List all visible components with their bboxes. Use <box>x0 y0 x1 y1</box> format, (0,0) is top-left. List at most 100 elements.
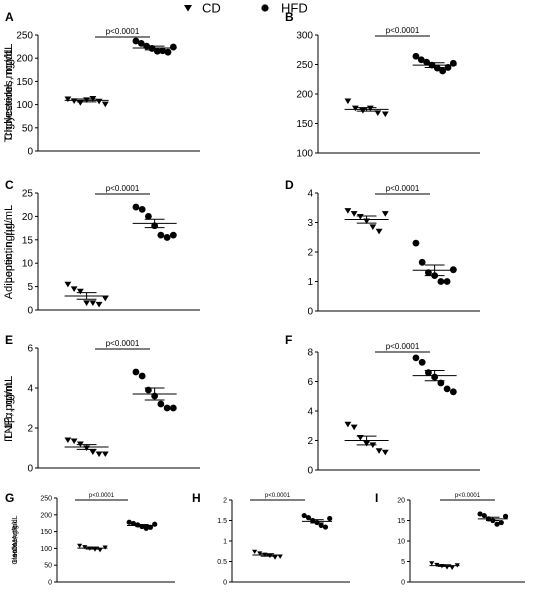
data-point-triangle <box>252 549 258 554</box>
y-tick-label: 0 <box>401 579 405 586</box>
y-tick-label: 0.5 <box>217 559 227 566</box>
data-point-circle <box>418 358 426 366</box>
y-axis-title: Cholesterol, mg/dL <box>3 48 15 140</box>
data-point-circle <box>157 400 165 408</box>
legend-item-hfd: HFD <box>261 1 308 16</box>
group-hfd <box>412 239 457 285</box>
y-tick-label: 250 <box>40 495 52 502</box>
data-point-triangle <box>64 96 72 103</box>
y-axis-title: Leptin, ng/µL <box>3 220 15 284</box>
data-point-circle <box>305 515 312 521</box>
group-cd <box>344 208 389 235</box>
y-tick-label: 1.5 <box>217 518 227 525</box>
panel-label: I <box>375 491 378 505</box>
y-tick-label: 0 <box>27 147 33 158</box>
data-point-circle <box>443 385 451 393</box>
data-point-triangle <box>374 110 382 116</box>
triangle-down-icon <box>184 5 192 12</box>
group-cd <box>64 437 109 458</box>
p-value-annotation: p<0.0001 <box>106 339 140 348</box>
data-point-circle <box>132 368 140 376</box>
y-tick-label: 3 <box>307 218 313 229</box>
data-point-circle <box>169 43 177 51</box>
data-point-triangle <box>89 300 97 307</box>
y-axis-title: Glucose, mg/dL <box>12 515 19 564</box>
data-point-circle <box>157 231 165 239</box>
y-tick-label: 200 <box>296 90 313 101</box>
data-point-triangle <box>89 449 97 456</box>
p-value-annotation: p<0.0001 <box>106 184 140 193</box>
data-point-circle <box>423 58 431 66</box>
data-point-circle <box>163 234 171 241</box>
y-tick-label: 100 <box>296 149 313 160</box>
data-point-triangle <box>95 301 103 308</box>
group-hfd <box>132 368 177 412</box>
group-cd <box>252 549 283 560</box>
data-point-circle <box>164 48 172 56</box>
y-tick-label: 300 <box>296 31 313 42</box>
data-point-circle <box>449 388 457 396</box>
data-point-triangle <box>70 286 78 292</box>
panel-c: C 0 5 10 15 20 25 Leptin, ng/µL p<0.0001 <box>3 178 200 317</box>
y-tick-label: 250 <box>16 31 33 42</box>
p-value-annotation: p<0.0001 <box>89 493 115 499</box>
data-point-triangle <box>83 300 90 307</box>
p-value-annotation: p<0.0001 <box>106 27 140 36</box>
data-point-circle <box>132 37 140 45</box>
data-point-circle <box>498 519 504 526</box>
p-value-annotation: p<0.0001 <box>386 184 420 193</box>
y-tick-label: 200 <box>40 512 52 519</box>
data-point-circle <box>138 372 146 380</box>
y-axis-title: Adiponectin, µg/mL <box>3 205 15 299</box>
y-tick-label: 1 <box>223 538 227 545</box>
y-tick-label: 200 <box>16 54 33 65</box>
y-tick-label: 50 <box>22 123 34 134</box>
data-point-circle <box>494 521 500 527</box>
data-point-triangle <box>350 424 358 431</box>
panel-label: C <box>5 178 14 192</box>
y-tick-label: 150 <box>296 119 313 130</box>
data-point-triangle <box>277 554 283 559</box>
group-hfd <box>412 52 457 75</box>
group-cd <box>77 543 108 553</box>
data-point-triangle <box>344 421 352 428</box>
panel-label: G <box>5 491 14 505</box>
y-tick-label: 6 <box>27 344 33 355</box>
data-point-triangle <box>70 98 78 104</box>
data-point-triangle <box>76 288 84 295</box>
panel-label: D <box>285 178 294 192</box>
data-point-circle <box>437 278 445 285</box>
y-tick-label: 4 <box>307 407 313 418</box>
y-tick-label: 2 <box>27 424 33 435</box>
data-point-circle <box>301 512 307 519</box>
data-point-circle <box>159 47 167 55</box>
circle-icon <box>261 4 269 12</box>
y-tick-label: 4 <box>307 189 313 200</box>
data-point-circle <box>425 369 432 377</box>
y-tick-label: 100 <box>16 100 33 111</box>
data-point-circle <box>322 524 329 530</box>
p-value-annotation: p<0.0001 <box>265 493 291 499</box>
legend-label: HFD <box>281 1 308 16</box>
y-tick-label: 0 <box>48 579 52 586</box>
data-point-circle <box>318 522 324 529</box>
data-point-circle <box>412 52 420 60</box>
y-tick-label: 0 <box>27 464 33 475</box>
data-point-circle <box>449 266 457 274</box>
y-tick-label: 150 <box>16 77 33 88</box>
y-tick-label: 0 <box>27 306 33 317</box>
panel-e: E 0 2 4 6 TNFα, ng/mL p<0.0001 <box>3 333 200 475</box>
y-axis-title: HOMA-IR <box>12 526 19 556</box>
data-point-triangle <box>375 228 383 235</box>
data-point-triangle <box>101 295 109 302</box>
data-point-circle <box>169 404 177 412</box>
data-point-circle <box>449 59 457 67</box>
data-point-triangle <box>356 214 364 220</box>
group-hfd <box>301 512 333 530</box>
panel-b: B 100 150 200 250 300 Cholesterol, mg/dL p<0.00… <box>3 10 480 160</box>
group-hfd <box>126 519 158 531</box>
panel-label: B <box>285 10 294 24</box>
data-point-triangle <box>82 545 88 550</box>
